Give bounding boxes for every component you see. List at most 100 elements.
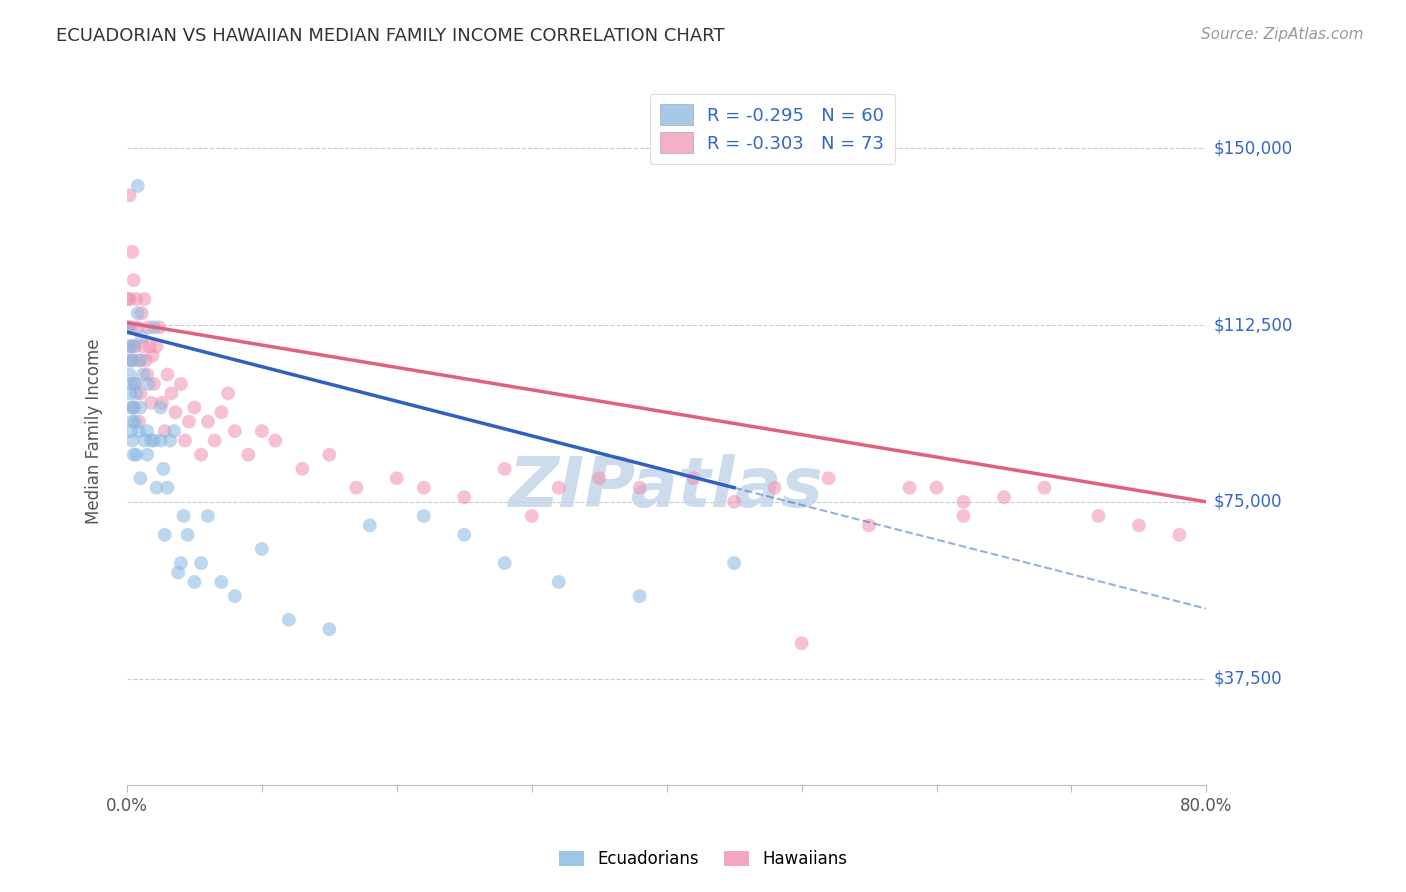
Point — [121, 353, 143, 368]
Point — [124, 376, 146, 391]
Point — [318, 448, 340, 462]
Point — [125, 386, 148, 401]
Point — [952, 508, 974, 523]
Point — [149, 401, 172, 415]
Point — [149, 434, 172, 448]
Point — [165, 405, 187, 419]
Point — [174, 434, 197, 448]
Point — [122, 273, 145, 287]
Point — [547, 574, 569, 589]
Point — [136, 448, 159, 462]
Point — [122, 339, 145, 353]
Point — [125, 292, 148, 306]
Point — [141, 396, 163, 410]
Text: $112,500: $112,500 — [1213, 316, 1292, 334]
Point — [160, 386, 183, 401]
Point — [121, 415, 143, 429]
Point — [520, 508, 543, 523]
Point — [136, 424, 159, 438]
Point — [124, 376, 146, 391]
Point — [183, 574, 205, 589]
Point — [190, 448, 212, 462]
Point — [117, 320, 139, 334]
Point — [139, 339, 162, 353]
Point — [817, 471, 839, 485]
Point — [217, 386, 239, 401]
Point — [145, 481, 167, 495]
Text: Source: ZipAtlas.com: Source: ZipAtlas.com — [1201, 27, 1364, 42]
Text: $150,000: $150,000 — [1213, 139, 1292, 157]
Point — [131, 306, 153, 320]
Text: ECUADORIAN VS HAWAIIAN MEDIAN FAMILY INCOME CORRELATION CHART: ECUADORIAN VS HAWAIIAN MEDIAN FAMILY INC… — [56, 27, 725, 45]
Point — [128, 424, 150, 438]
Point — [132, 368, 155, 382]
Point — [135, 353, 157, 368]
Point — [142, 320, 165, 334]
Point — [723, 556, 745, 570]
Point — [145, 339, 167, 353]
Point — [131, 330, 153, 344]
Point — [156, 368, 179, 382]
Point — [120, 401, 142, 415]
Point — [120, 339, 142, 353]
Point — [250, 424, 273, 438]
Point — [128, 353, 150, 368]
Point — [250, 541, 273, 556]
Legend: R = -0.295   N = 60, R = -0.303   N = 73: R = -0.295 N = 60, R = -0.303 N = 73 — [650, 94, 896, 164]
Point — [120, 424, 142, 438]
Point — [153, 528, 176, 542]
Point — [170, 556, 193, 570]
Text: $75,000: $75,000 — [1213, 492, 1282, 511]
Point — [1087, 508, 1109, 523]
Point — [176, 528, 198, 542]
Point — [121, 353, 143, 368]
Point — [122, 401, 145, 415]
Point — [993, 490, 1015, 504]
Point — [412, 481, 434, 495]
Point — [170, 376, 193, 391]
Point — [118, 368, 141, 382]
Point — [117, 320, 139, 334]
Point — [173, 508, 195, 523]
Point — [141, 349, 163, 363]
Point — [148, 320, 170, 334]
Point — [1168, 528, 1191, 542]
Point — [183, 401, 205, 415]
Point — [122, 448, 145, 462]
Point — [138, 376, 160, 391]
Text: $37,500: $37,500 — [1213, 670, 1282, 688]
Point — [118, 386, 141, 401]
Point — [127, 320, 149, 334]
Point — [118, 292, 141, 306]
Point — [682, 471, 704, 485]
Point — [1033, 481, 1056, 495]
Point — [141, 434, 163, 448]
Point — [128, 415, 150, 429]
Point — [132, 339, 155, 353]
Point — [129, 353, 152, 368]
Point — [238, 448, 260, 462]
Point — [224, 424, 246, 438]
Point — [122, 401, 145, 415]
Point — [264, 434, 287, 448]
Point — [190, 556, 212, 570]
Point — [125, 448, 148, 462]
Point — [118, 353, 141, 368]
Point — [858, 518, 880, 533]
Point — [136, 368, 159, 382]
Point — [121, 244, 143, 259]
Point — [412, 508, 434, 523]
Point — [925, 481, 948, 495]
Point — [163, 424, 186, 438]
Point — [129, 471, 152, 485]
Point — [142, 434, 165, 448]
Point — [142, 376, 165, 391]
Point — [952, 495, 974, 509]
Point — [723, 495, 745, 509]
Point — [359, 518, 381, 533]
Point — [385, 471, 408, 485]
Point — [318, 622, 340, 636]
Point — [127, 306, 149, 320]
Point — [790, 636, 813, 650]
Point — [159, 434, 181, 448]
